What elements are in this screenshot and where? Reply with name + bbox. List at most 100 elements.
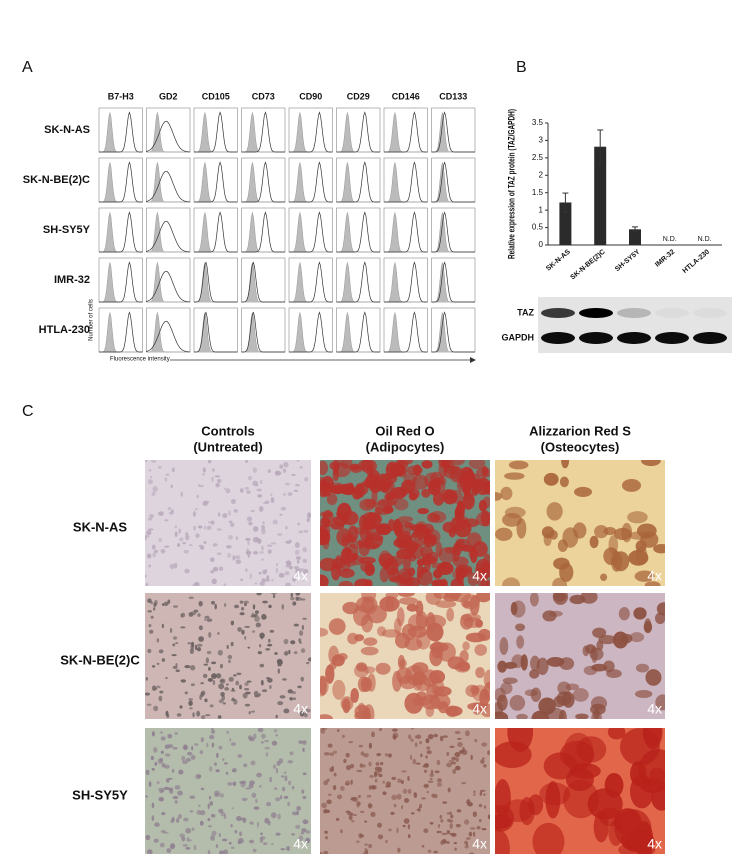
stain-spot <box>220 663 223 669</box>
axis-label: Number of cells <box>89 299 95 341</box>
marker-peak <box>194 311 238 353</box>
stain-spot <box>213 762 218 766</box>
marker-peak <box>99 311 143 353</box>
stain-spot <box>396 607 405 627</box>
stain-spot <box>251 630 256 633</box>
stain-spot <box>502 577 520 586</box>
stain-spot <box>285 482 290 486</box>
stain-spot <box>199 820 204 826</box>
stain-spot <box>298 568 305 572</box>
isotype-peak <box>336 312 380 353</box>
stain-spot <box>261 689 268 693</box>
stain-spot <box>262 569 267 575</box>
stain-spot <box>449 823 453 829</box>
column-header: CD146 <box>392 91 420 101</box>
column-header: Alizzarion Red S <box>529 423 631 438</box>
stain-spot <box>251 792 257 798</box>
stain-spot <box>164 753 171 757</box>
stain-spot <box>421 844 425 848</box>
stain-spot <box>433 850 439 854</box>
stain-spot <box>165 677 168 680</box>
stain-spot <box>272 594 276 599</box>
stain-spot <box>478 803 483 808</box>
panel-label: B <box>516 59 527 76</box>
stain-spot <box>152 486 158 492</box>
stain-spot <box>354 482 369 496</box>
stain-spot <box>218 683 225 690</box>
micrograph <box>495 593 665 719</box>
stain-spot <box>407 788 412 795</box>
stain-spot <box>167 777 173 780</box>
micrograph <box>145 593 311 719</box>
stain-spot <box>575 713 589 719</box>
stain-spot <box>262 600 268 604</box>
stain-spot <box>199 750 204 755</box>
stain-spot <box>433 492 445 506</box>
stain-spot <box>417 508 429 515</box>
arrow-head <box>470 357 476 363</box>
stain-spot <box>215 483 220 488</box>
stain-spot <box>348 815 353 821</box>
stain-spot <box>274 652 278 655</box>
stain-spot <box>245 787 251 790</box>
stain-spot <box>380 761 384 766</box>
stain-spot <box>442 735 448 738</box>
stain-spot <box>384 753 389 757</box>
stain-spot <box>198 600 203 607</box>
stain-spot <box>234 555 241 560</box>
stain-spot <box>427 849 432 854</box>
stain-spot <box>145 582 149 586</box>
isotype-peak <box>146 212 190 253</box>
stain-spot <box>235 815 242 822</box>
stain-spot <box>158 695 163 702</box>
isotype-peak <box>146 262 190 303</box>
stain-spot <box>416 563 424 579</box>
stain-spot <box>440 840 444 846</box>
stain-spot <box>277 813 281 820</box>
stain-spot <box>320 557 337 572</box>
stain-spot <box>223 487 226 490</box>
stain-spot <box>324 808 327 811</box>
stain-spot <box>303 568 309 575</box>
stain-spot <box>301 828 307 833</box>
stain-spot <box>180 613 183 618</box>
stain-spot <box>398 571 414 586</box>
blot-band <box>655 332 689 344</box>
stain-spot <box>207 460 212 464</box>
bar <box>594 146 607 245</box>
stain-spot <box>145 574 147 578</box>
stain-spot <box>291 785 295 790</box>
marker-peak <box>241 161 285 203</box>
marker-peak <box>336 311 380 353</box>
stain-spot <box>186 751 193 756</box>
stain-spot <box>468 831 473 837</box>
stain-spot <box>274 787 278 790</box>
stain-spot <box>417 527 432 536</box>
stain-spot <box>304 837 311 843</box>
stain-spot <box>345 764 352 771</box>
stain-spot <box>145 769 150 776</box>
column-header: CD105 <box>202 91 230 101</box>
stain-spot <box>209 801 213 806</box>
stain-spot <box>455 757 459 762</box>
stain-spot <box>413 792 418 798</box>
stain-spot <box>598 635 617 645</box>
stain-spot <box>454 765 461 771</box>
stain-spot <box>283 708 290 714</box>
stain-spot <box>410 728 414 730</box>
stain-spot <box>656 602 665 616</box>
stain-spot <box>549 610 563 617</box>
micrograph <box>495 460 665 586</box>
stain-spot <box>267 469 271 473</box>
stain-spot <box>271 740 278 746</box>
stain-spot <box>357 676 369 693</box>
stain-spot <box>402 788 408 794</box>
column-header: GD2 <box>159 91 178 101</box>
stain-spot <box>284 571 290 576</box>
stain-spot <box>360 646 379 656</box>
stain-spot <box>519 797 535 826</box>
stain-spot <box>252 551 259 555</box>
stain-spot <box>553 695 566 708</box>
stain-spot <box>151 544 156 550</box>
stain-spot <box>244 636 247 640</box>
